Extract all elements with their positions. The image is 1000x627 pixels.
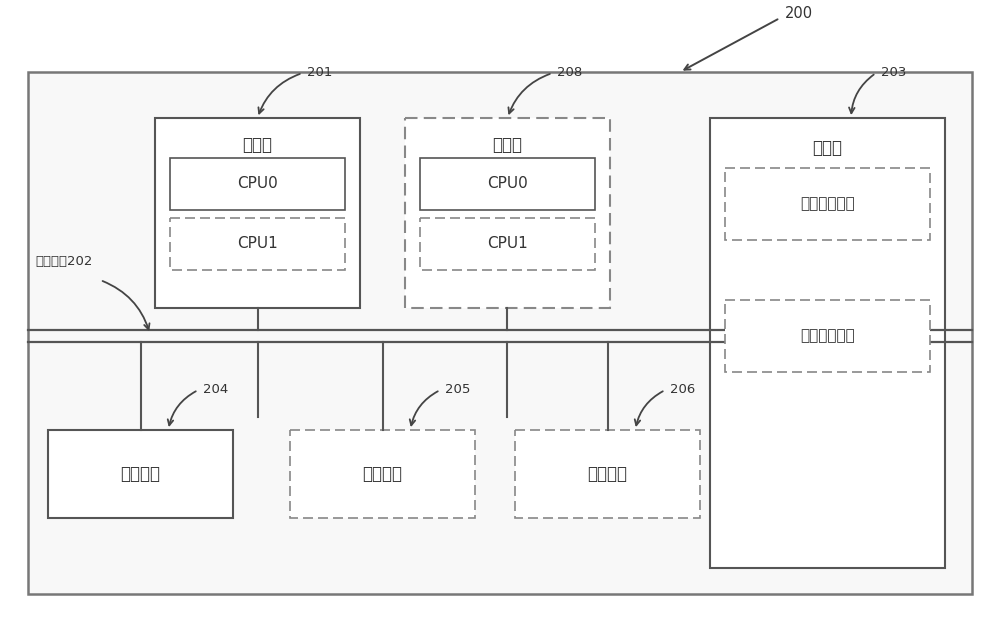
Text: CPU0: CPU0 bbox=[487, 176, 528, 191]
Text: 输入设备: 输入设备 bbox=[588, 465, 628, 483]
Bar bbox=[290, 430, 475, 518]
Bar bbox=[405, 118, 610, 308]
Text: CPU0: CPU0 bbox=[237, 176, 278, 191]
Bar bbox=[170, 218, 345, 270]
Bar bbox=[515, 430, 700, 518]
Bar bbox=[48, 430, 233, 518]
Bar bbox=[725, 168, 930, 240]
Bar bbox=[420, 218, 595, 270]
Text: 存储器: 存储器 bbox=[812, 139, 842, 157]
Text: 通信接口: 通信接口 bbox=[120, 465, 160, 483]
Text: 200: 200 bbox=[785, 6, 813, 21]
Text: 通信总线202: 通信总线202 bbox=[35, 255, 92, 268]
Text: 第二执行模块: 第二执行模块 bbox=[800, 329, 855, 344]
Bar bbox=[155, 118, 360, 308]
Bar bbox=[28, 72, 972, 594]
Bar bbox=[170, 158, 345, 210]
Text: 206: 206 bbox=[670, 383, 696, 396]
Text: 203: 203 bbox=[881, 66, 906, 79]
Text: CPU1: CPU1 bbox=[487, 236, 528, 251]
Text: 输出设备: 输出设备 bbox=[362, 465, 402, 483]
Text: 205: 205 bbox=[445, 383, 471, 396]
Text: 处理器: 处理器 bbox=[492, 136, 522, 154]
Text: 204: 204 bbox=[203, 383, 229, 396]
Text: 201: 201 bbox=[308, 66, 333, 79]
Text: 第一执行模块: 第一执行模块 bbox=[800, 196, 855, 211]
Text: 208: 208 bbox=[557, 66, 583, 79]
Bar bbox=[420, 158, 595, 210]
Text: CPU1: CPU1 bbox=[237, 236, 278, 251]
Bar bbox=[710, 118, 945, 568]
Bar bbox=[725, 300, 930, 372]
Text: 处理器: 处理器 bbox=[242, 136, 272, 154]
